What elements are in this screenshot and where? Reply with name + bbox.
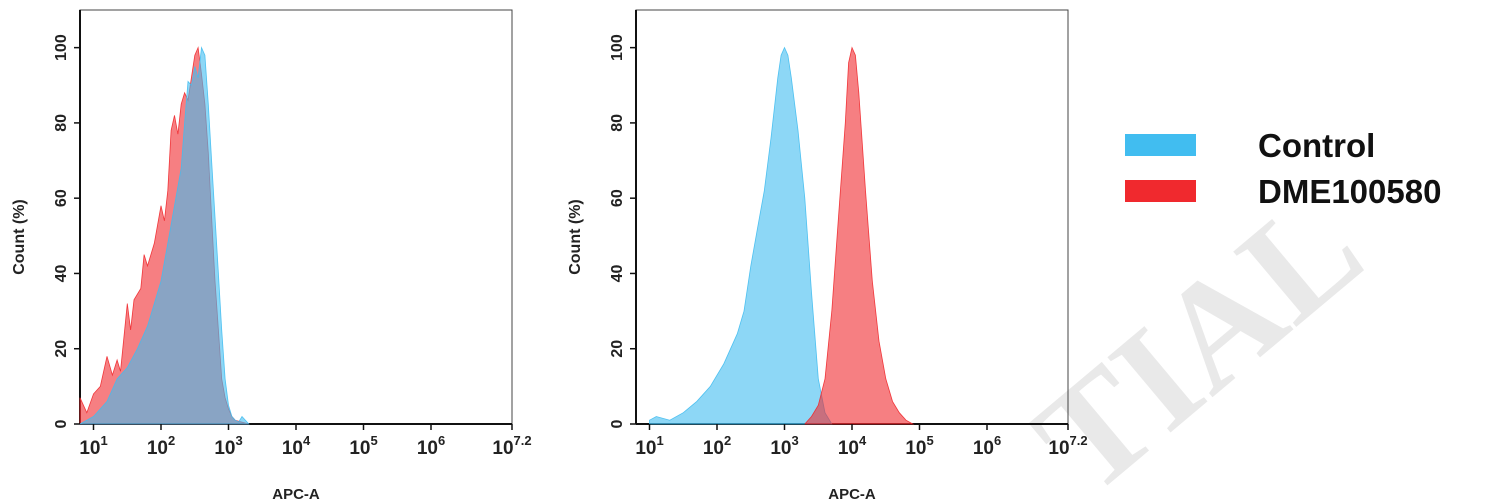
x-tick-label: 102	[703, 433, 731, 459]
x-tick-base: 10	[973, 438, 994, 459]
x-tick-label: 103	[214, 433, 242, 459]
x-tick-base: 10	[1048, 438, 1069, 459]
series-area	[649, 46, 833, 425]
series-area	[78, 46, 250, 425]
x-tick-base: 10	[635, 438, 656, 459]
x-tick-base: 10	[770, 438, 791, 459]
y-tick-label: 0	[609, 419, 626, 428]
y-tick-label: 20	[609, 340, 626, 358]
x-tick-base: 10	[703, 438, 724, 459]
x-tick-exponent: 5	[926, 433, 933, 448]
x-tick-base: 10	[282, 438, 303, 459]
x-tick-exponent: 1	[100, 433, 107, 448]
y-tick-label: 60	[53, 189, 70, 207]
x-tick-label: 103	[770, 433, 798, 459]
series-area	[804, 46, 915, 425]
x-tick-label: 104	[838, 433, 867, 459]
x-tick-exponent: 7.2	[514, 433, 532, 448]
x-tick-exponent: 5	[370, 433, 377, 448]
x-tick-exponent: 4	[859, 433, 867, 448]
y-tick-label: 100	[53, 34, 70, 61]
x-tick-base: 10	[147, 438, 168, 459]
x-tick-exponent: 4	[303, 433, 311, 448]
x-tick-base: 10	[838, 438, 859, 459]
x-axis-title: APC-A	[828, 486, 876, 503]
x-tick-label: 106	[417, 433, 445, 459]
x-tick-base: 10	[492, 438, 513, 459]
legend-label: DME100580	[1258, 173, 1441, 210]
y-axis-title: Count (%)	[567, 199, 584, 275]
x-tick-base: 10	[905, 438, 926, 459]
x-tick-exponent: 2	[724, 433, 731, 448]
y-tick-label: 60	[609, 189, 626, 207]
x-tick-exponent: 3	[235, 433, 242, 448]
x-axis-title: APC-A	[272, 486, 320, 503]
y-tick-label: 80	[53, 114, 70, 132]
x-tick-label: 106	[973, 433, 1001, 459]
x-tick-exponent: 1	[656, 433, 663, 448]
y-tick-label: 40	[53, 264, 70, 282]
x-tick-label: 107.2	[1048, 433, 1087, 459]
x-tick-label: 101	[79, 433, 107, 459]
y-tick-label: 80	[609, 114, 626, 132]
legend-swatch	[1125, 134, 1196, 156]
x-tick-label: 102	[147, 433, 175, 459]
y-tick-label: 0	[53, 419, 70, 428]
x-tick-base: 10	[79, 438, 100, 459]
x-tick-exponent: 3	[791, 433, 798, 448]
legend-swatch	[1125, 180, 1196, 202]
y-tick-label: 20	[53, 340, 70, 358]
x-tick-label: 101	[635, 433, 663, 459]
x-tick-base: 10	[417, 438, 438, 459]
x-tick-exponent: 6	[994, 433, 1001, 448]
y-axis-title: Count (%)	[11, 199, 28, 275]
x-tick-exponent: 6	[438, 433, 445, 448]
y-tick-label: 100	[609, 34, 626, 61]
legend: Control DME100580	[1125, 127, 1441, 210]
x-tick-label: 107.2	[492, 433, 531, 459]
x-tick-label: 104	[282, 433, 311, 459]
x-tick-label: 105	[905, 433, 933, 459]
legend-label: Control	[1258, 127, 1375, 164]
x-tick-exponent: 2	[168, 433, 175, 448]
x-tick-base: 10	[349, 438, 370, 459]
x-tick-base: 10	[214, 438, 235, 459]
x-tick-exponent: 7.2	[1070, 433, 1088, 448]
y-tick-label: 40	[609, 264, 626, 282]
x-tick-label: 105	[349, 433, 377, 459]
